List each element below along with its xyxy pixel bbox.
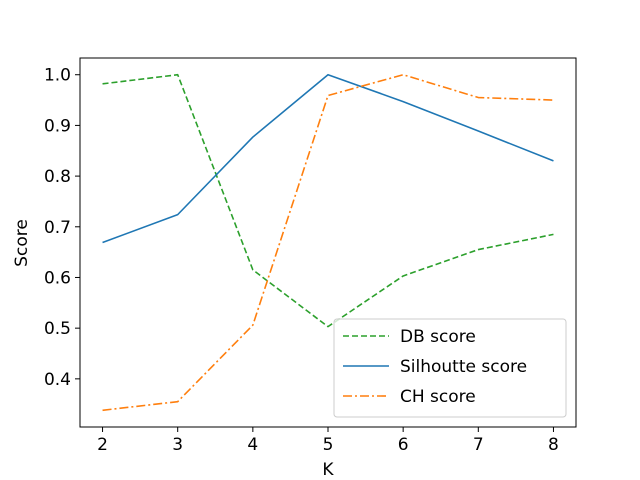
- series-layer: [102, 73, 554, 412]
- series-line-db-score: [102, 73, 554, 328]
- x-tick-label: 7: [473, 435, 484, 455]
- y-tick-label: 0.6: [44, 268, 71, 288]
- legend-label: CH score: [400, 387, 476, 407]
- legend: DB score Silhoutte score CH score: [333, 318, 567, 418]
- y-tick-label: 0.9: [44, 116, 71, 136]
- x-axis: 2 3 4 5 6 7 8: [97, 427, 559, 455]
- x-tick-label: 2: [97, 435, 108, 455]
- legend-label: Silhoutte score: [400, 357, 527, 377]
- legend-label: DB score: [400, 327, 476, 347]
- x-tick-label: 3: [172, 435, 183, 455]
- y-axis: 0.4 0.5 0.6 0.7 0.8 0.9 1.0: [44, 66, 80, 390]
- series-line-silhoutte-score: [102, 73, 554, 244]
- x-tick-label: 4: [247, 435, 258, 455]
- y-axis-label: Score: [12, 219, 32, 267]
- x-tick-label: 6: [398, 435, 409, 455]
- y-tick-label: 1.0: [44, 66, 71, 86]
- y-tick-label: 0.8: [44, 167, 71, 187]
- y-tick-label: 0.7: [44, 218, 71, 238]
- legend-box: [333, 318, 567, 418]
- x-tick-label: 5: [323, 435, 334, 455]
- y-tick-label: 0.5: [44, 319, 71, 339]
- x-axis-label: K: [322, 460, 334, 480]
- y-tick-label: 0.4: [44, 370, 71, 390]
- series-line-ch-score: [102, 73, 554, 412]
- x-tick-label: 8: [548, 435, 559, 455]
